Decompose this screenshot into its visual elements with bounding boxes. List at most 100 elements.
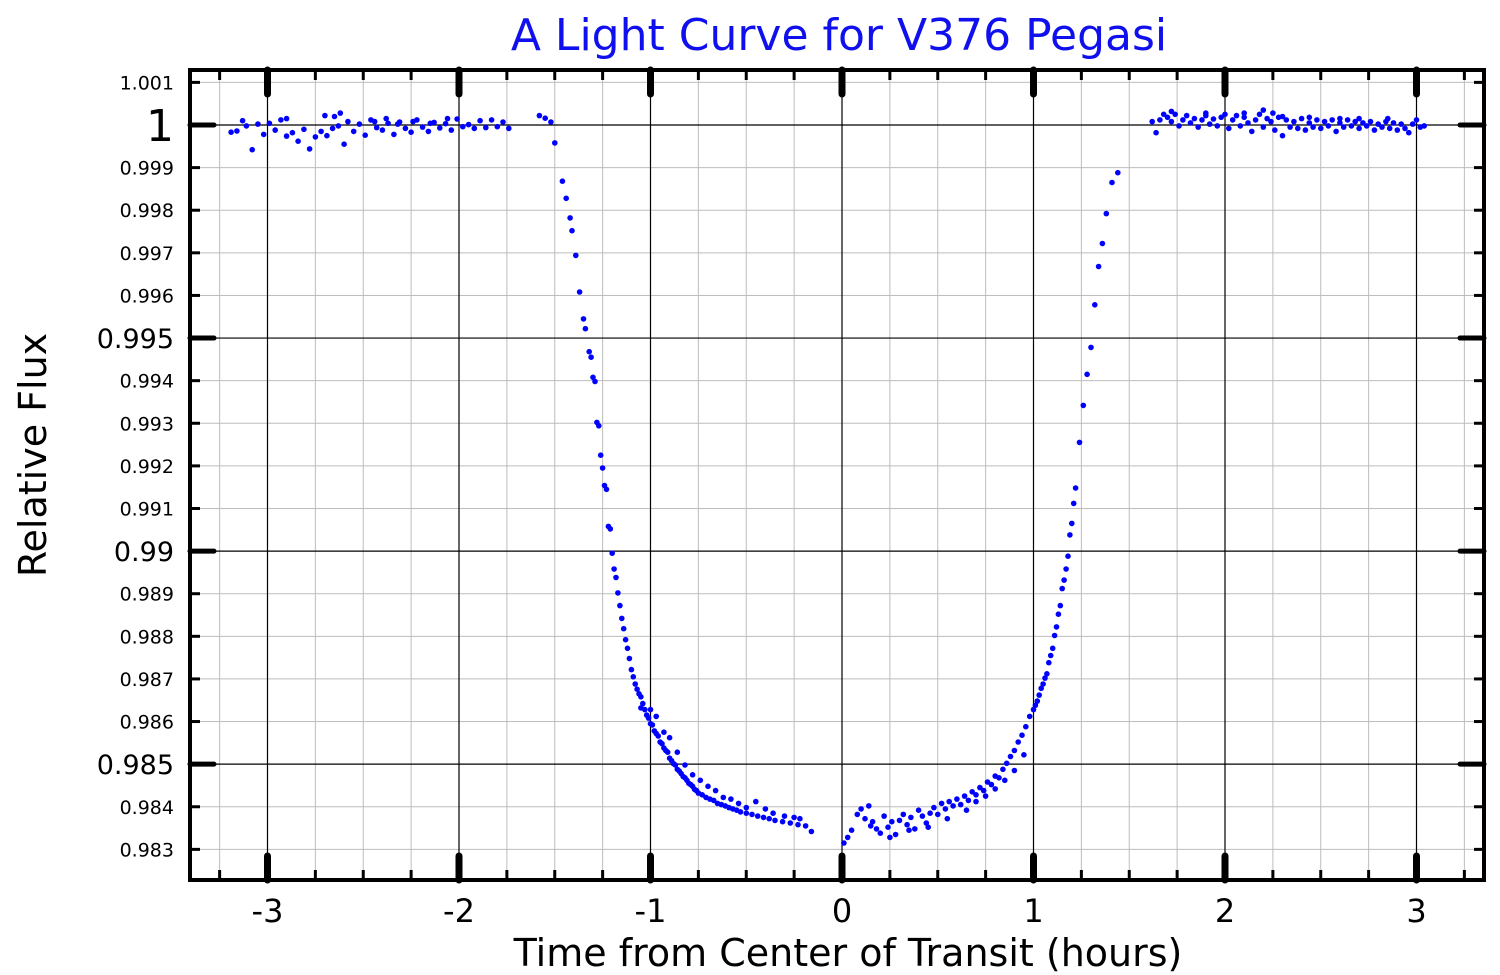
- data-point: [743, 804, 750, 811]
- x-tick-label: -1: [635, 892, 667, 930]
- data-point: [1051, 632, 1058, 639]
- data-point: [1176, 123, 1182, 129]
- data-point: [931, 804, 937, 811]
- data-point: [661, 729, 667, 735]
- data-point: [957, 801, 964, 808]
- data-point: [444, 115, 451, 122]
- data-point: [1059, 585, 1065, 592]
- data-point: [1333, 128, 1339, 135]
- data-point: [442, 120, 449, 127]
- data-point: [1268, 118, 1274, 125]
- data-point: [881, 813, 887, 819]
- data-point: [1003, 760, 1010, 767]
- data-point: [1229, 117, 1236, 123]
- data-point: [1069, 520, 1075, 527]
- x-tick-labels: -3 -2 -1 0 1 2 3: [252, 892, 1427, 930]
- data-point: [592, 378, 598, 385]
- data-point: [944, 815, 951, 822]
- data-point: [379, 127, 386, 133]
- data-point: [1356, 115, 1362, 122]
- x-tick-label: 1: [1023, 892, 1043, 930]
- data-point: [1421, 123, 1427, 129]
- data-point: [1256, 111, 1263, 118]
- data-point: [697, 777, 704, 784]
- data-point: [622, 636, 629, 643]
- data-point: [645, 715, 652, 721]
- data-point: [666, 734, 673, 741]
- data-point: [653, 713, 659, 720]
- data-point: [371, 118, 378, 125]
- data-point: [1226, 125, 1232, 132]
- data-point: [795, 821, 801, 828]
- x-tick-label: -2: [443, 892, 475, 930]
- data-point: [672, 762, 679, 768]
- data-point: [862, 815, 868, 822]
- data-point: [569, 227, 575, 234]
- data-point: [854, 811, 861, 818]
- data-point: [383, 115, 390, 122]
- data-point: [597, 452, 604, 459]
- data-point: [1063, 566, 1069, 572]
- data-point: [753, 798, 759, 805]
- data-point: [1363, 123, 1370, 129]
- data-point: [858, 806, 864, 812]
- x-tick-label: 2: [1215, 892, 1235, 930]
- data-point: [1036, 692, 1042, 698]
- data-point: [1030, 706, 1037, 713]
- data-point: [1237, 123, 1244, 129]
- data-point: [896, 817, 903, 824]
- data-point: [542, 115, 548, 121]
- data-point: [1379, 124, 1385, 130]
- plot-frame: [188, 68, 1486, 882]
- data-point: [808, 828, 815, 835]
- data-point: [728, 796, 734, 802]
- data-point: [887, 834, 893, 841]
- data-point: [599, 465, 606, 471]
- data-point: [1199, 117, 1205, 123]
- data-point: [1283, 117, 1290, 123]
- data-point: [385, 120, 391, 127]
- data-point: [841, 840, 847, 846]
- data-point: [1371, 127, 1378, 133]
- data-point: [873, 826, 880, 832]
- data-point: [1046, 659, 1052, 666]
- data-point: [1080, 402, 1087, 409]
- data-point: [1302, 127, 1309, 133]
- data-point: [615, 590, 621, 596]
- data-point: [1310, 124, 1316, 130]
- data-point: [973, 792, 979, 798]
- data-point: [659, 740, 665, 747]
- data-point: [337, 110, 344, 116]
- data-point: [283, 115, 290, 122]
- data-point: [588, 354, 594, 361]
- data-point: [1055, 611, 1062, 617]
- data-point: [1295, 125, 1301, 132]
- data-point: [1287, 124, 1293, 130]
- data-point: [425, 128, 432, 135]
- data-point: [992, 786, 998, 792]
- data-point: [494, 123, 501, 130]
- data-point: [628, 666, 635, 673]
- data-point: [488, 117, 495, 123]
- data-point: [1065, 553, 1071, 559]
- data-point: [335, 123, 342, 129]
- data-point: [243, 123, 250, 129]
- data-point: [255, 121, 261, 127]
- y-tick-label: 0.985: [97, 750, 174, 781]
- data-point: [1325, 123, 1332, 129]
- data-point: [278, 117, 284, 123]
- data-point: [506, 125, 512, 132]
- y-tick-label: 0.999: [120, 158, 174, 180]
- data-point: [766, 815, 772, 822]
- data-point: [1241, 110, 1247, 116]
- data-point: [1057, 602, 1064, 609]
- data-point: [1249, 128, 1255, 135]
- data-point: [743, 810, 750, 816]
- data-point: [329, 125, 336, 132]
- data-point: [1321, 118, 1328, 125]
- data-point: [720, 794, 727, 801]
- data-point: [620, 625, 627, 632]
- data-point: [1015, 739, 1021, 745]
- data-point: [345, 118, 351, 125]
